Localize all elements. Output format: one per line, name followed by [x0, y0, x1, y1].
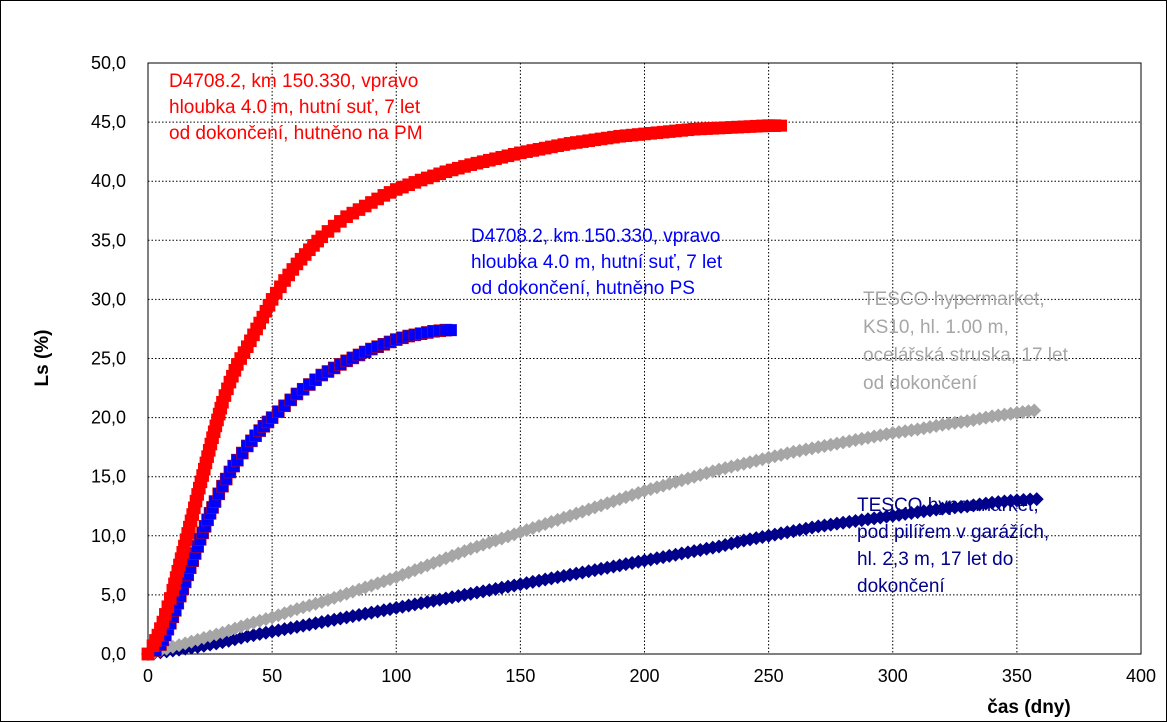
y-tick-labels: 0,0 5,0 10,0 15,0 20,0 25,0 30,0 35,0 40,0 45,0 50…	[91, 53, 126, 664]
annotation-line: od dokončení, hutněno PS	[471, 278, 695, 299]
y-tick-label: 20,0	[91, 408, 126, 428]
annotation-line: od dokončení, hutněno na PM	[169, 123, 423, 144]
annotation-line: od dokončení	[863, 373, 978, 394]
series-garaz	[141, 492, 1044, 661]
x-tick-label: 350	[1002, 666, 1032, 686]
y-tick-label: 5,0	[101, 585, 126, 605]
y-tick-label: 10,0	[91, 526, 126, 546]
annotation-ks10: TESCO hypermarket, KS10, hl. 1.00 m, ocelá…	[863, 289, 1069, 394]
annotation-line: D4708.2, km 150.330, vpravo	[471, 226, 720, 247]
x-axis-title: čas (dny)	[987, 697, 1070, 718]
annotation-line: D4708.2, km 150.330, vpravo	[169, 71, 418, 92]
annotation-pm: D4708.2, km 150.330, vpravo hloubka 4.0 m…	[169, 71, 423, 144]
point-ks10	[1027, 403, 1042, 418]
x-tick-label: 250	[754, 666, 784, 686]
point-pm	[775, 119, 788, 132]
x-tick-labels: 0 50 100 150 200 250 300 350 400	[143, 666, 1156, 686]
y-tick-label: 0,0	[101, 644, 126, 664]
point-ks10	[556, 510, 571, 525]
point-garaz	[891, 507, 906, 522]
annotation-line: hl. 2,3 m, 17 let do	[857, 549, 1013, 570]
x-tick-label: 400	[1126, 666, 1156, 686]
annotation-line: hloubka 4.0 m, hutní suť, 7 let	[471, 252, 723, 273]
series-layer	[141, 119, 1044, 661]
annotation-line: pod pilířem v garážích,	[857, 522, 1049, 543]
point-garaz	[867, 511, 882, 526]
grid-lines	[148, 63, 1141, 654]
annotation-line: TESCO hypermarket,	[857, 495, 1039, 516]
annotation-line: TESCO hypermarket,	[863, 289, 1045, 310]
x-tick-label: 0	[143, 666, 153, 686]
y-tick-label: 40,0	[91, 171, 126, 191]
point-garaz	[500, 579, 515, 594]
y-tick-label: 30,0	[91, 289, 126, 309]
y-axis-title: Ls (%)	[32, 330, 53, 387]
annotation-ps: D4708.2, km 150.330, vpravo hloubka 4.0 m…	[471, 226, 723, 299]
annotation-line: hloubka 4.0 m, hutní suť, 7 let	[169, 97, 421, 118]
annotation-line: KS10, hl. 1.00 m,	[863, 317, 1009, 338]
point-ps	[444, 324, 457, 337]
y-tick-label: 45,0	[91, 112, 126, 132]
annotation-line: dokončení	[857, 576, 945, 597]
annotation-line: ocelářská struska, 17 let	[863, 345, 1069, 366]
series-pm	[141, 119, 788, 661]
y-tick-label: 15,0	[91, 467, 126, 487]
point-garaz	[1029, 492, 1044, 507]
x-tick-label: 200	[629, 666, 659, 686]
series-annotations: D4708.2, km 150.330, vpravo hloubka 4.0 m…	[169, 71, 1069, 597]
y-tick-label: 25,0	[91, 349, 126, 369]
x-tick-label: 150	[505, 666, 535, 686]
y-tick-label: 35,0	[91, 230, 126, 250]
y-tick-label: 50,0	[91, 53, 126, 73]
point-ks10	[500, 529, 515, 544]
annotation-garaz: TESCO hypermarket, pod pilířem v garážích…	[857, 495, 1049, 597]
x-tick-label: 300	[878, 666, 908, 686]
x-tick-label: 100	[381, 666, 411, 686]
x-tick-label: 50	[262, 666, 282, 686]
